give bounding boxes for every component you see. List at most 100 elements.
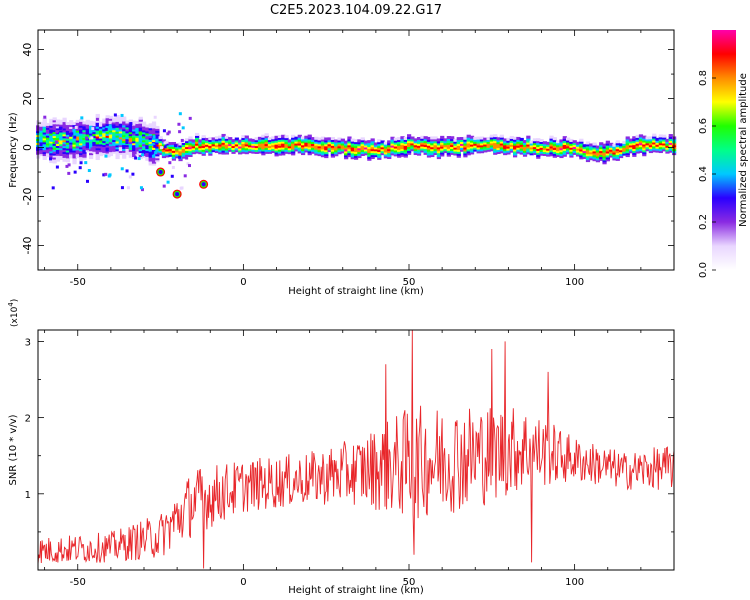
- heatmap-cell: [628, 138, 634, 142]
- heatmap-cell: [320, 144, 326, 148]
- heatmap-cell: [188, 136, 193, 140]
- heatmap-cell: [39, 133, 44, 137]
- heatmap-cell: [317, 153, 322, 157]
- heatmap-cell: [645, 136, 650, 140]
- heatmap-cell: [509, 145, 514, 149]
- heatmap-cell: [132, 148, 137, 152]
- heatmap-cell: [98, 125, 104, 129]
- heatmap-cell: [301, 146, 306, 150]
- heatmap-cell: [383, 145, 389, 149]
- heatmap-cell: [95, 117, 99, 121]
- heatmap-cell: [132, 124, 137, 128]
- heatmap-cell: [201, 144, 206, 148]
- heatmap-cell: [39, 153, 44, 157]
- heatmap-cell: [354, 145, 359, 149]
- heatmap-cell: [373, 146, 379, 150]
- heatmap-cell: [142, 137, 147, 141]
- heatmap-cell: [360, 149, 365, 153]
- heatmap-cell: [59, 155, 64, 159]
- heatmap-cell: [337, 147, 342, 151]
- heatmap-cell: [509, 135, 514, 139]
- heatmap-cell: [612, 155, 617, 159]
- heatmap-cell: [284, 141, 289, 145]
- heatmap-cell: [635, 134, 640, 138]
- heatmap-cell: [92, 146, 97, 150]
- heatmap-cell: [118, 144, 124, 148]
- heatmap-cell: [456, 150, 461, 154]
- heatmap-cell: [175, 155, 180, 159]
- heatmap-cell: [122, 118, 127, 122]
- heatmap-cell: [377, 154, 382, 158]
- heatmap-cell: [108, 153, 114, 157]
- heatmap-cell: [344, 144, 349, 148]
- heatmap-cell: [297, 138, 302, 142]
- heatmap-cell: [90, 136, 94, 140]
- heatmap-cell: [138, 155, 143, 159]
- heatmap-cell: [615, 153, 620, 157]
- heatmap-cell: [314, 152, 319, 156]
- heatmap-cell: [231, 145, 236, 149]
- heatmap-cell: [49, 157, 53, 161]
- heatmap-cell: [148, 138, 153, 142]
- heatmap-cell: [55, 158, 61, 162]
- heatmap-cell: [118, 148, 124, 152]
- heatmap-cell: [416, 136, 422, 140]
- heatmap-cell: [112, 144, 117, 148]
- heatmap-cell: [155, 153, 160, 157]
- heatmap-cell: [638, 142, 644, 146]
- heatmap-cell: [622, 152, 627, 156]
- heatmap-cell: [499, 134, 504, 138]
- heatmap-cell: [357, 149, 362, 153]
- heatmap-cell: [69, 151, 74, 155]
- heatmap-cell: [566, 143, 571, 147]
- heatmap-cell: [446, 151, 451, 155]
- heatmap-cell: [393, 151, 398, 155]
- heatmap-cell: [297, 148, 302, 152]
- heatmap-cell: [271, 144, 276, 148]
- heatmap-cell: [95, 143, 100, 147]
- heatmap-cell: [152, 135, 156, 139]
- heatmap-cell: [393, 139, 398, 143]
- heatmap-cell: [145, 134, 150, 138]
- heatmap-cell: [102, 151, 107, 155]
- heatmap-cell: [62, 117, 67, 121]
- heatmap-cell: [155, 157, 160, 161]
- heatmap-cell: [595, 157, 601, 161]
- heatmap-cell: [155, 151, 160, 155]
- heatmap-cell: [72, 124, 77, 128]
- heatmap-cell: [148, 158, 153, 162]
- heatmap-cell: [324, 155, 329, 159]
- heatmap-cell: [254, 148, 259, 152]
- heatmap-cell: [334, 141, 339, 145]
- heatmap-cell: [648, 136, 654, 140]
- heatmap-cell: [126, 186, 130, 190]
- heatmap-cell: [115, 152, 120, 156]
- heatmap-cell: [228, 141, 233, 145]
- heatmap-cell: [665, 144, 670, 148]
- snr-y-label: SNR (10 * v/v): [8, 414, 19, 485]
- heatmap-cell: [347, 140, 352, 144]
- heatmap-cell: [52, 144, 57, 148]
- heatmap-cell: [208, 152, 213, 156]
- heatmap-cell: [108, 124, 112, 128]
- heatmap-cell: [320, 150, 326, 154]
- x-tick-label: 0: [240, 277, 246, 288]
- heatmap-cell: [211, 141, 216, 145]
- heatmap-cell: [102, 173, 106, 177]
- heatmap-cell: [59, 131, 64, 135]
- heatmap-cell: [254, 137, 259, 141]
- heatmap-cell: [145, 126, 150, 130]
- heatmap-cell: [380, 144, 385, 148]
- heatmap-cell: [589, 147, 594, 151]
- heatmap-cell: [612, 153, 617, 157]
- heatmap-cell: [108, 117, 114, 121]
- heatmap-cell: [592, 146, 597, 150]
- heatmap-cell: [450, 138, 455, 142]
- heatmap-cell: [486, 137, 491, 141]
- heatmap-cell: [42, 143, 47, 147]
- heatmap-cell: [443, 142, 448, 146]
- heatmap-cell: [410, 144, 415, 148]
- heatmap-cell: [231, 143, 236, 147]
- heatmap-cell: [416, 144, 422, 148]
- heatmap-cell: [304, 141, 309, 145]
